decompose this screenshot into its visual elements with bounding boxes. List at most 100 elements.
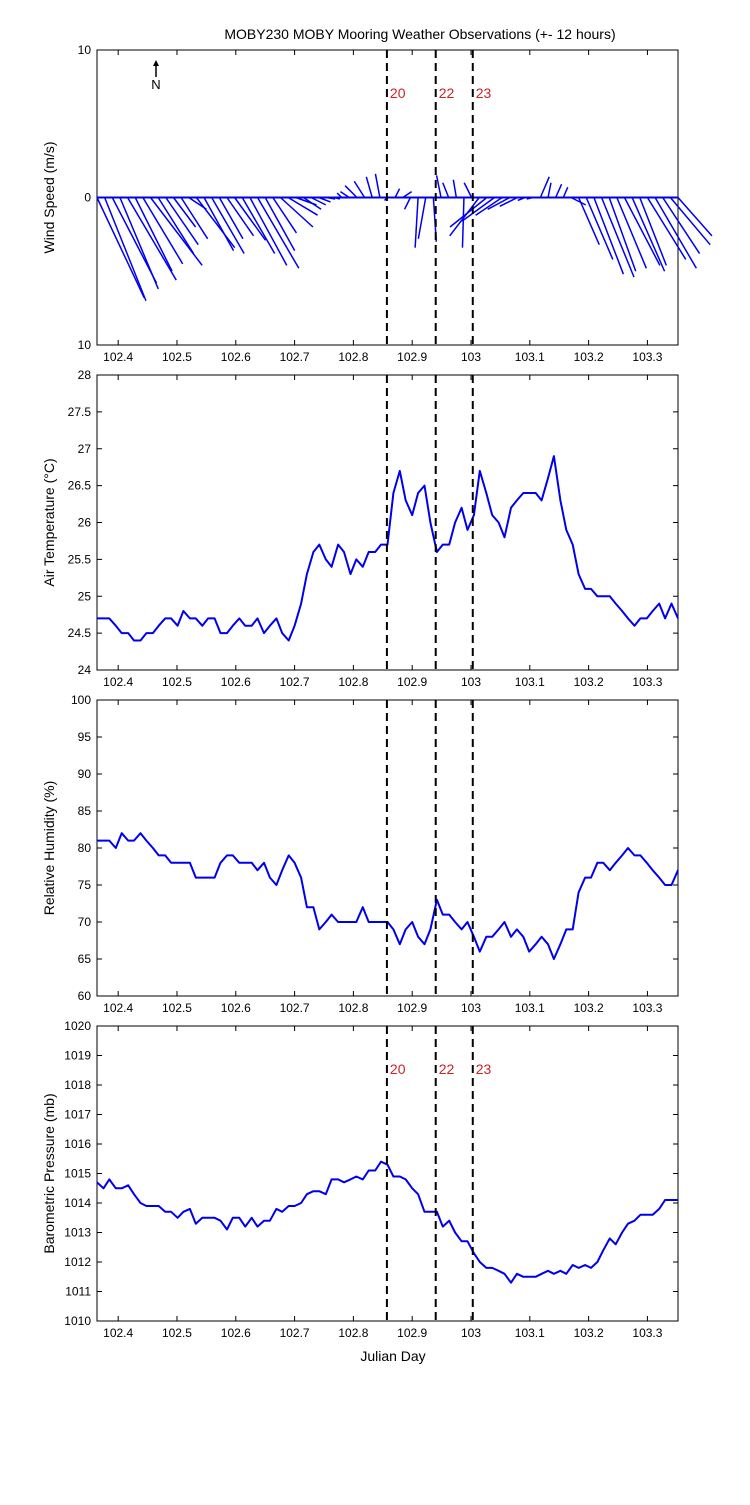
y-tick-label: 10: [78, 338, 92, 352]
wind-stick: [326, 196, 336, 200]
wind-stick: [547, 182, 552, 198]
wind-stick: [119, 197, 159, 290]
x-tick-label: 102.7: [280, 675, 310, 689]
wind-stick: [333, 196, 341, 200]
x-tick-label: 103.1: [515, 1001, 545, 1015]
x-tick-label: 103.3: [632, 1326, 662, 1340]
wind-stick: [318, 196, 331, 203]
y-tick-label: 65: [78, 952, 92, 966]
x-tick-label: 102.4: [103, 350, 133, 364]
wind-stick: [435, 175, 442, 198]
wind-stick: [449, 197, 480, 237]
wind-stick: [172, 197, 197, 228]
x-tick-label: 102.5: [162, 1001, 192, 1015]
wind-stick: [103, 197, 147, 302]
wind-stick: [417, 197, 427, 239]
wind-stick: [539, 176, 550, 198]
x-tick-label: 102.5: [162, 350, 192, 364]
x-tick-label: 103.2: [574, 675, 604, 689]
wind-stick: [302, 196, 322, 210]
wind-stick: [677, 197, 713, 237]
wind-stick: [562, 186, 569, 198]
event-label: 20: [390, 85, 406, 101]
x-tick-label: 102.9: [397, 1001, 427, 1015]
x-tick-label: 103.1: [515, 1326, 545, 1340]
y-tick-label: 90: [78, 767, 92, 781]
chart-panel-1: 102.4 102.5 102.6 102.7 102.8 102.9 103 103.1 10…: [41, 43, 713, 364]
x-tick-label: 102.5: [162, 675, 192, 689]
y-tick-label: 1019: [64, 1049, 91, 1063]
x-tick-label: 103.2: [574, 1001, 604, 1015]
y-tick-label: 28: [78, 368, 92, 382]
y-tick-label: 1014: [64, 1196, 91, 1210]
wind-stick: [669, 197, 711, 246]
wind-stick: [639, 197, 668, 266]
wind-stick: [414, 197, 419, 248]
wind-stick: [96, 197, 145, 299]
wind-stick: [461, 197, 465, 248]
wind-stick: [452, 179, 458, 198]
wind-stick: [577, 197, 600, 246]
x-tick-label: 102.8: [338, 350, 368, 364]
wind-stick: [554, 183, 563, 198]
wind-stick: [226, 197, 255, 237]
y-tick-label: 27: [78, 442, 92, 456]
wind-stick: [402, 190, 413, 199]
y-tick-label: 85: [78, 804, 92, 818]
x-tick-label: 102.4: [103, 675, 133, 689]
y-tick-label: 1018: [64, 1078, 91, 1092]
wind-stick: [336, 192, 343, 199]
wind-stick: [142, 197, 184, 265]
y-axis-label: Wind Speed (m/s): [41, 141, 57, 253]
wind-stick: [279, 196, 314, 228]
x-tick-label: 103: [461, 1001, 481, 1015]
wind-stick: [340, 190, 350, 199]
y-tick-label: 75: [78, 878, 92, 892]
wind-stick: [149, 197, 203, 266]
y-axis-label: Relative Humidity (%): [41, 781, 57, 916]
wind-stick: [623, 197, 661, 266]
x-tick-label: 102.9: [397, 675, 427, 689]
y-tick-label: 27.5: [68, 405, 92, 419]
y-tick-label: 10: [78, 43, 92, 57]
wind-stick: [211, 197, 245, 254]
y-tick-label: 25: [78, 589, 92, 603]
wind-stick: [646, 197, 687, 260]
wind-stick: [365, 176, 373, 198]
event-label: 23: [476, 85, 492, 101]
wind-stick: [499, 196, 518, 208]
north-label: N: [151, 77, 160, 92]
x-tick-label: 103.2: [574, 350, 604, 364]
wind-stick: [616, 197, 648, 269]
wind-stick: [218, 197, 244, 240]
y-tick-label: 60: [78, 989, 92, 1003]
y-tick-label: 1017: [64, 1108, 91, 1122]
x-tick-label: 102.9: [397, 350, 427, 364]
y-tick-label: 1011: [65, 1285, 91, 1299]
x-tick-label: 102.6: [221, 1326, 251, 1340]
x-tick-label: 102.8: [338, 1326, 368, 1340]
x-tick-label: 102.6: [221, 350, 251, 364]
data-line: [96, 1160, 678, 1284]
x-tick-label: 102.7: [280, 1001, 310, 1015]
wind-stick: [264, 197, 296, 251]
chart-panel-2: 102.4 102.5 102.6 102.7 102.8 102.9 103 103.1 10…: [41, 368, 679, 689]
wind-stick: [241, 197, 276, 254]
x-tick-label: 103.1: [515, 675, 545, 689]
wind-stick: [344, 185, 358, 199]
x-tick-label: 102.7: [280, 1326, 310, 1340]
y-tick-label: 26: [78, 516, 92, 530]
wind-stick: [526, 196, 533, 200]
wind-stick: [403, 197, 412, 210]
chart-panel-3: 102.4 102.5 102.6 102.7 102.8 102.9 103 103.1 10…: [41, 693, 679, 1015]
x-tick-label: 103.3: [632, 1001, 662, 1015]
wind-stick: [157, 197, 195, 254]
y-tick-label: 1012: [64, 1255, 91, 1269]
x-tick-label: 103: [461, 675, 481, 689]
x-tick-label: 103: [461, 350, 481, 364]
wind-stick: [475, 196, 503, 216]
x-axis-label: Julian Day: [360, 1348, 425, 1364]
event-label: 20: [390, 1061, 406, 1077]
